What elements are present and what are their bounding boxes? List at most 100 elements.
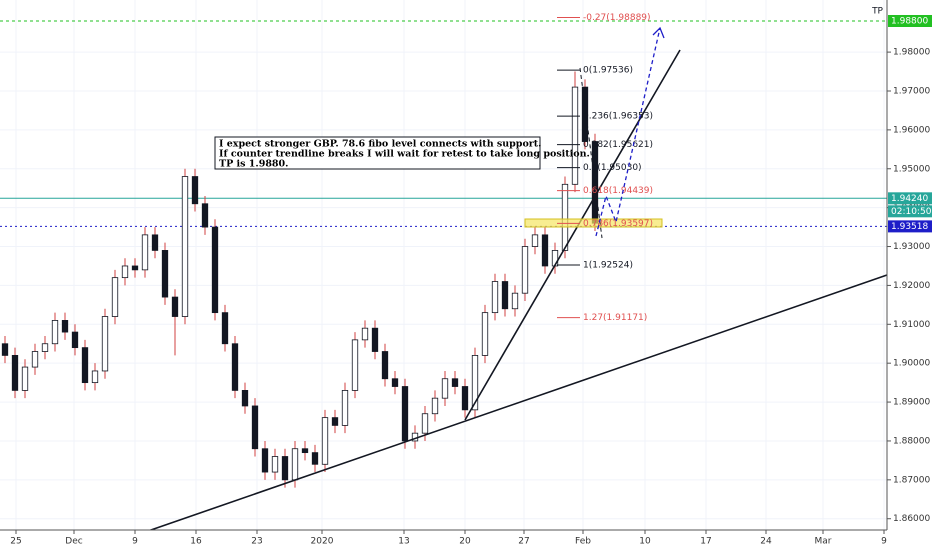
annotation: If counter trendline breaks I will wait … [219, 149, 590, 160]
candle-body [131, 265, 139, 271]
candle-body [321, 417, 329, 465]
fib-label: 0.236(1.96353) [583, 112, 653, 122]
candle-body [481, 312, 489, 356]
candle-body [341, 390, 349, 426]
fib-levels: -0.27(1.98889) 0(1.97536) 0.236(1.96353) 0.… [557, 13, 653, 323]
fib-label: 0.618(1.94439) [583, 186, 653, 196]
x-tick-label: Mar [815, 537, 832, 547]
candle-body [451, 378, 459, 387]
candle-body [241, 390, 249, 407]
countdown: 02:10:50 [891, 207, 932, 217]
grid [0, 0, 887, 530]
candle-body [151, 234, 159, 251]
candle-body [571, 86, 579, 185]
price-badge-label: 1.93518 [891, 222, 928, 232]
candle-body [91, 370, 99, 384]
candle-body [41, 343, 49, 352]
x-tick-label: 20 [459, 537, 471, 547]
candle-body [491, 281, 499, 314]
x-tick-label: 9 [881, 537, 887, 547]
price-badge [888, 220, 932, 233]
y-tick-label: 1.90000 [893, 359, 930, 369]
candle-body [421, 413, 429, 434]
price-badge-label: 1.98800 [891, 16, 928, 26]
fib-label: 0.382(1.95621) [583, 140, 653, 150]
x-tick-label: 17 [700, 537, 711, 547]
x-tick-label: 9 [132, 537, 138, 547]
candle-body [171, 296, 179, 317]
fib-label: 0.786(1.93597) [583, 219, 653, 229]
candle-body [331, 417, 339, 426]
countdown-badge [888, 205, 932, 218]
candle-body [11, 355, 19, 391]
fib-label: -0.27(1.98889) [583, 13, 651, 23]
candle-body [201, 203, 209, 228]
candle-body [291, 448, 299, 481]
support-zone [524, 218, 663, 228]
candle-body [21, 366, 29, 391]
candle-body [251, 405, 259, 450]
price-badge-label: 1.94240 [891, 194, 928, 204]
fib-label: 1(1.92524) [583, 261, 633, 271]
fib-label: 1.27(1.91171) [583, 313, 647, 323]
candle-body [111, 277, 119, 317]
candle-body [311, 452, 319, 465]
candle-body [141, 234, 149, 271]
candle-body [521, 246, 529, 294]
price-badge [888, 192, 932, 205]
y-tick-label: 1.98000 [893, 48, 930, 58]
candle-body [261, 448, 269, 473]
price-axis [887, 0, 932, 550]
annotation-box [214, 136, 541, 170]
candle-body [161, 250, 169, 298]
candle-body [121, 265, 129, 279]
candle-body [501, 281, 509, 310]
candle-body [301, 448, 309, 454]
candle-body [1, 343, 9, 356]
y-tick-label: 1.86000 [893, 514, 930, 524]
y-tick-label: 1.92000 [893, 281, 930, 291]
candle-body [381, 351, 389, 380]
level-name: TP [871, 6, 883, 16]
candle-body [581, 86, 589, 142]
y-tick-label: 1.88000 [893, 436, 930, 446]
fib-label: 0(1.97536) [583, 66, 633, 76]
y-tick-label: 1.87000 [893, 475, 930, 485]
candle-body [461, 386, 469, 411]
levels [0, 20, 887, 227]
y-tick-label: 1.91000 [893, 320, 930, 330]
candle-body [61, 320, 69, 333]
candle-body [221, 312, 229, 345]
trendline [464, 49, 681, 421]
fib-label: 0.5(1.95030) [583, 163, 642, 173]
candle-body [531, 234, 539, 247]
candle-body [391, 378, 399, 387]
candle-body [51, 320, 59, 345]
candle-body [541, 234, 549, 267]
candle-body [511, 292, 519, 310]
axes: 1.86000 1.87000 1.88000 1.89000 1.90000 1.910… [10, 6, 932, 547]
x-tick-label: 25 [10, 537, 21, 547]
candle-body [231, 343, 239, 391]
candle-body [561, 183, 569, 251]
price-badge [888, 14, 932, 27]
candle-body [431, 397, 439, 415]
candle-body [371, 327, 379, 352]
annotation: I expect stronger GBP. 78.6 fibo level c… [219, 139, 542, 150]
candles [1, 71, 599, 488]
y-tick-label: 1.95000 [893, 164, 930, 174]
x-tick-label: 16 [190, 537, 202, 547]
x-tick-label: 27 [518, 537, 529, 547]
x-tick-label: Feb [575, 537, 591, 547]
x-tick-label: 2020 [311, 537, 334, 547]
projection-arrow [595, 27, 661, 237]
candle-body [191, 176, 199, 205]
annotation: TP is 1.9880. [219, 159, 288, 170]
x-tick-label: 10 [639, 537, 651, 547]
x-tick-label: 24 [760, 537, 772, 547]
time-axis [0, 530, 887, 550]
y-tick-label: 1.89000 [893, 398, 930, 408]
